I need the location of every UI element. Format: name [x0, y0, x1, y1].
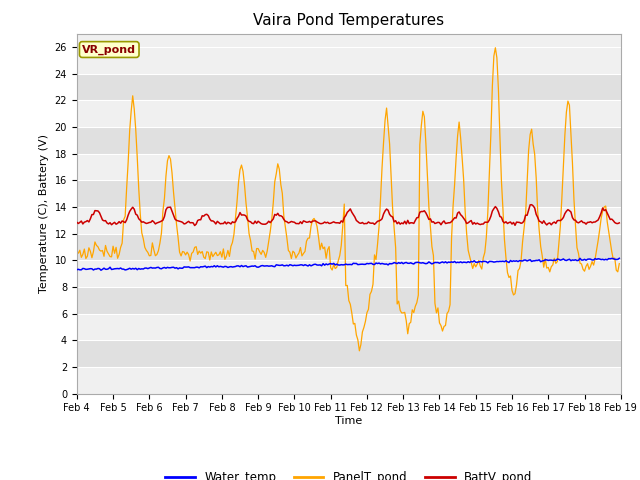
Legend: Water_temp, PanelT_pond, BattV_pond: Water_temp, PanelT_pond, BattV_pond — [161, 466, 537, 480]
Bar — [77, 260, 621, 287]
Bar — [77, 367, 621, 394]
Bar — [77, 73, 621, 100]
Text: VR_pond: VR_pond — [82, 44, 136, 55]
Bar — [77, 100, 621, 127]
Bar — [77, 127, 621, 154]
Bar — [77, 340, 621, 367]
Bar — [77, 287, 621, 313]
Bar — [77, 180, 621, 207]
Title: Vaira Pond Temperatures: Vaira Pond Temperatures — [253, 13, 444, 28]
X-axis label: Time: Time — [335, 416, 362, 426]
Bar — [77, 234, 621, 260]
Bar — [77, 207, 621, 234]
Bar — [77, 47, 621, 73]
Bar — [77, 154, 621, 180]
Y-axis label: Temperature (C), Battery (V): Temperature (C), Battery (V) — [39, 134, 49, 293]
Bar — [77, 313, 621, 340]
